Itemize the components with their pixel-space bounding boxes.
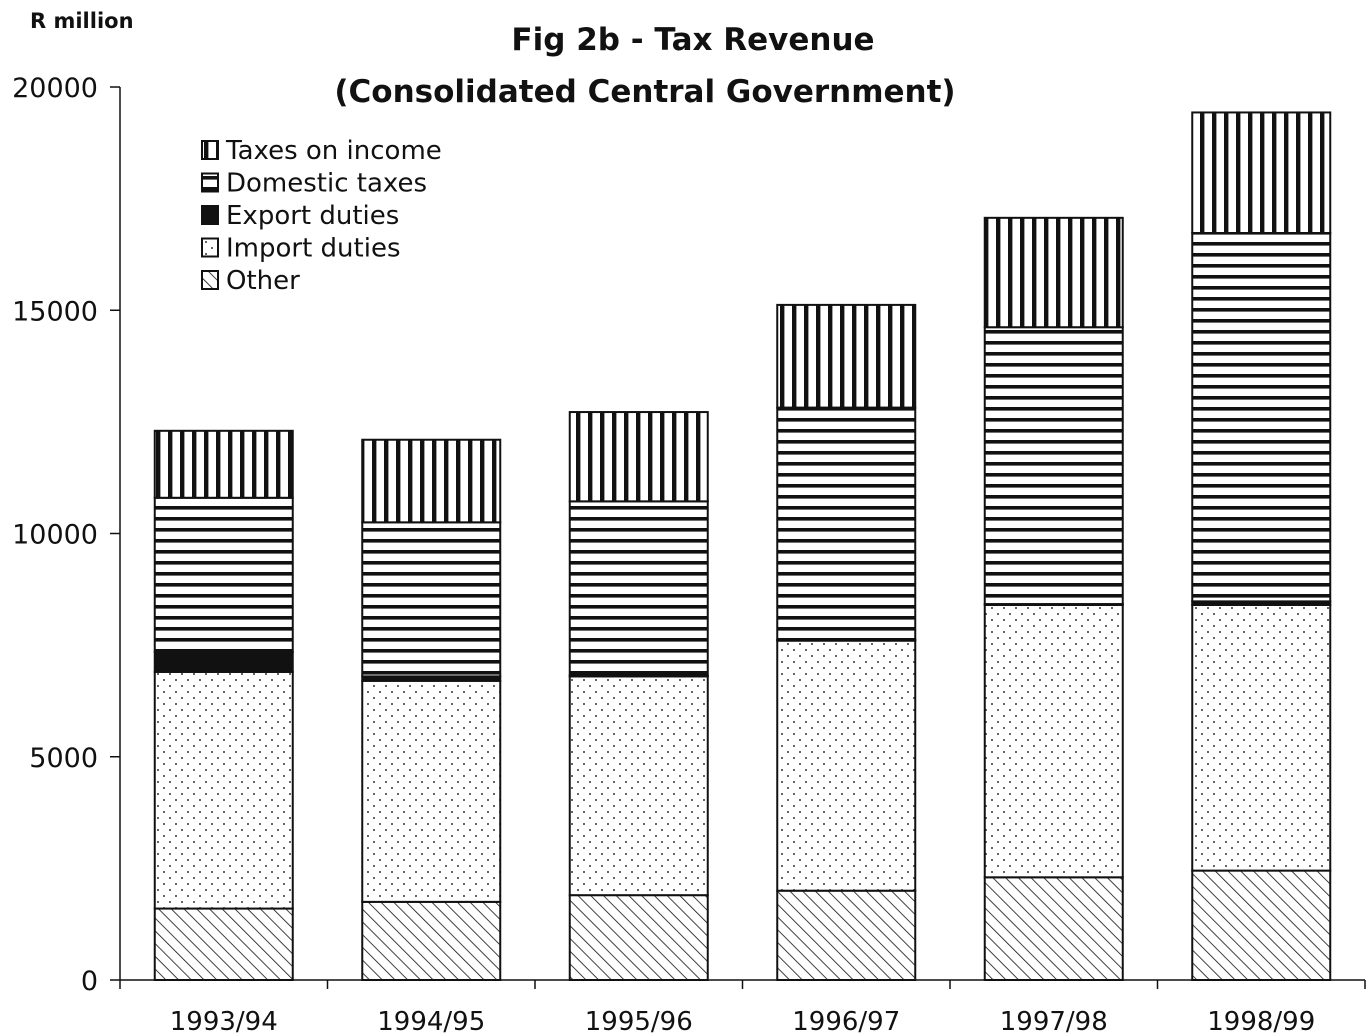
chart-title: Fig 2b - Tax Revenue: [511, 22, 874, 58]
x-tick-label: 1993/94: [170, 1007, 278, 1036]
y-axis-unit-label: R million: [30, 9, 134, 33]
legend-label: Other: [226, 266, 300, 296]
legend-label: Export duties: [226, 201, 399, 231]
bar-segment-taxes-on-income: [568, 411, 709, 503]
legend-label: Taxes on income: [225, 136, 442, 166]
bar-segment-import-duties: [153, 670, 294, 910]
bar-segment-domestic-taxes: [983, 326, 1124, 606]
bar-segment-taxes-on-income: [776, 303, 917, 409]
y-tick-label: 15000: [12, 296, 98, 327]
bar-stack-1995-96: [568, 411, 709, 981]
y-tick-label: 10000: [12, 520, 98, 551]
bar-stack-1993-94: [153, 429, 294, 981]
bar-segment-domestic-taxes: [568, 500, 709, 677]
y-tick-label: 0: [81, 966, 98, 997]
bar-segment-other: [1191, 869, 1332, 981]
bar-segment-taxes-on-income: [983, 216, 1124, 329]
bar-stack-1996-97: [776, 303, 917, 982]
bar-segment-taxes-on-income: [153, 429, 294, 499]
bar-segment-import-duties: [1191, 603, 1332, 872]
legend-swatch-export-duties: [201, 205, 219, 225]
bar-segment-domestic-taxes: [1191, 232, 1332, 603]
bar-segment-other: [776, 889, 917, 982]
bar-segment-other: [361, 900, 502, 981]
chart-subtitle: (Consolidated Central Government): [334, 74, 955, 110]
bar-stack-1994-95: [361, 438, 502, 981]
legend-swatch-domestic-taxes: [201, 172, 219, 193]
bar-stack-1997-98: [983, 216, 1124, 981]
bar-segment-import-duties: [361, 679, 502, 903]
bar-segment-other: [568, 894, 709, 981]
x-tick-label: 1994/95: [377, 1007, 485, 1036]
legend-label: Domestic taxes: [226, 169, 427, 199]
bar-segment-import-duties: [568, 675, 709, 897]
bar-segment-domestic-taxes: [776, 406, 917, 641]
bar-segment-taxes-on-income: [1191, 111, 1332, 235]
bar-stack-1998-99: [1191, 111, 1332, 981]
bar-segment-import-duties: [983, 603, 1124, 879]
bar-segment-domestic-taxes: [361, 521, 502, 678]
axes: 0 5000 10000 15000 20000 1993/94 1994/95 1995/9…: [12, 73, 1366, 1036]
legend-swatch-taxes-on-income: [201, 140, 219, 160]
bars: [153, 111, 1332, 982]
bar-segment-domestic-taxes: [153, 496, 294, 653]
y-tick-label: 20000: [12, 73, 98, 104]
x-tick-label: 1998/99: [1207, 1007, 1315, 1036]
legend-swatch-other: [201, 270, 219, 290]
x-tick-label: 1996/97: [792, 1007, 900, 1036]
bar-segment-import-duties: [776, 639, 917, 892]
y-tick-label: 5000: [29, 743, 98, 774]
bar-segment-export-duties: [153, 650, 294, 673]
bar-segment-other: [983, 876, 1124, 981]
x-tick-label: 1995/96: [585, 1007, 693, 1036]
x-tick-label: 1997/98: [1000, 1007, 1108, 1036]
bar-segment-taxes-on-income: [361, 438, 502, 524]
bar-segment-other: [153, 907, 294, 981]
legend-label: Import duties: [226, 234, 401, 264]
legend-swatch-import-duties: [201, 237, 219, 258]
